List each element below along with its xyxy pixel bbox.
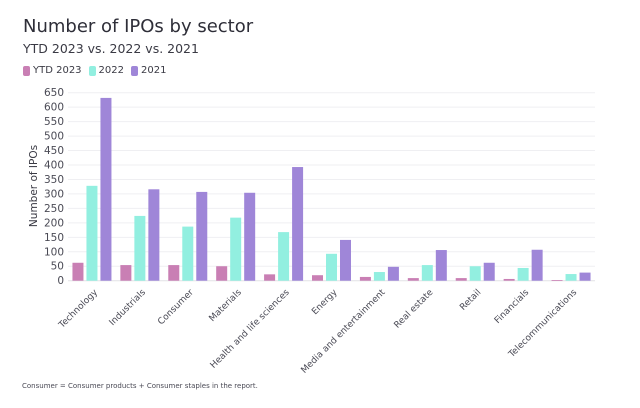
- bar-ytd-2023-consumer[interactable]: [168, 265, 180, 281]
- bar-2022-materials[interactable]: [230, 217, 242, 281]
- bar-ytd-2023-energy[interactable]: [312, 275, 323, 281]
- bar-2022-financials[interactable]: [517, 267, 529, 281]
- gridlines: [68, 92, 595, 282]
- bar-2021-technology[interactable]: [100, 97, 112, 281]
- legend-swatch-ytd2023: [23, 65, 30, 76]
- legend-item-ytd2023[interactable]: YTD 2023: [23, 65, 82, 76]
- y-tick-label: 400: [44, 160, 64, 172]
- bar-2022-health-and-life-sciences[interactable]: [278, 232, 290, 281]
- bar-2022-energy[interactable]: [326, 253, 337, 281]
- bar-ytd-2023-technology[interactable]: [72, 262, 84, 281]
- bar-2021-materials[interactable]: [244, 192, 256, 281]
- bar-2021-media-and-entertainment[interactable]: [387, 266, 399, 281]
- bar-ytd-2023-industrials[interactable]: [120, 265, 132, 281]
- bar-ytd-2023-health-and-life-sciences[interactable]: [264, 274, 276, 281]
- bar-ytd-2023-media-and-entertainment[interactable]: [359, 276, 371, 281]
- x-tick-label: Media and entertainment: [300, 287, 388, 375]
- x-tick-label: Financials: [493, 288, 531, 326]
- chart-subtitle: YTD 2023 vs. 2022 vs. 2021: [23, 41, 199, 56]
- y-tick-label: 50: [51, 261, 64, 273]
- x-tick-label: Materials: [208, 288, 244, 324]
- bar-2021-energy[interactable]: [340, 239, 351, 281]
- bar-2021-telecommunications[interactable]: [579, 272, 591, 281]
- bar-2022-retail[interactable]: [469, 266, 481, 281]
- y-tick-label: 650: [44, 87, 64, 99]
- y-axis-ticks: 0 50 100 150 200 250 300 350 400 450 500 550 600 650: [44, 87, 64, 287]
- x-tick-label: Real estate: [393, 287, 436, 330]
- y-tick-label: 200: [44, 217, 64, 229]
- legend-label-ytd2023: YTD 2023: [33, 65, 82, 76]
- chart-title: Number of IPOs by sector: [23, 16, 254, 37]
- y-tick-label: 550: [44, 116, 64, 128]
- x-tick-label: Retail: [458, 288, 483, 313]
- legend-swatch-2022: [88, 65, 96, 76]
- legend-label-2022: 2022: [98, 65, 124, 76]
- bar-ytd-2023-telecommunications[interactable]: [551, 280, 563, 281]
- bar-ytd-2023-financials[interactable]: [503, 278, 515, 281]
- bar-ytd-2023-real-estate[interactable]: [407, 278, 419, 281]
- x-axis-ticks: Technology Industrials Consumer MaterialsHe…: [57, 287, 580, 375]
- bar-2022-real-estate[interactable]: [421, 265, 433, 281]
- bar-2022-technology[interactable]: [86, 185, 98, 281]
- y-tick-label: 300: [44, 188, 64, 200]
- legend-label-2021: 2021: [141, 65, 167, 76]
- bar-2022-telecommunications[interactable]: [565, 274, 577, 281]
- y-tick-label: 100: [44, 246, 64, 258]
- y-axis-label: Number of IPOs: [28, 145, 40, 227]
- y-tick-label: 0: [57, 275, 64, 287]
- bar-2022-media-and-entertainment[interactable]: [373, 272, 385, 281]
- footnote: Consumer = Consumer products + Consumer …: [22, 382, 258, 390]
- x-tick-label: Industrials: [108, 288, 148, 328]
- bar-2021-consumer[interactable]: [196, 191, 208, 281]
- y-tick-label: 600: [44, 102, 64, 114]
- bar-ytd-2023-retail[interactable]: [455, 278, 467, 281]
- y-tick-label: 500: [44, 131, 64, 143]
- x-tick-label: Consumer: [156, 288, 196, 328]
- y-tick-label: 350: [44, 174, 64, 186]
- y-tick-label: 150: [44, 232, 64, 244]
- legend-swatch-2021: [131, 65, 138, 76]
- legend: YTD 2023 2022 2021: [23, 65, 173, 76]
- x-tick-label: Technology: [57, 287, 101, 331]
- x-tick-label: Energy: [310, 287, 340, 317]
- bar-2021-health-and-life-sciences[interactable]: [292, 167, 304, 281]
- legend-item-2022[interactable]: 2022: [88, 65, 124, 76]
- bar-2021-retail[interactable]: [483, 262, 495, 281]
- y-tick-label: 250: [44, 203, 64, 215]
- y-tick-label: 450: [44, 145, 64, 157]
- bar-2021-financials[interactable]: [531, 249, 543, 281]
- bar-2021-industrials[interactable]: [148, 189, 160, 281]
- bar-2022-industrials[interactable]: [134, 215, 146, 281]
- bar-2022-consumer[interactable]: [182, 226, 194, 281]
- legend-item-2021[interactable]: 2021: [131, 65, 166, 76]
- bars: [72, 97, 591, 281]
- bar-2021-real-estate[interactable]: [435, 250, 447, 281]
- bar-ytd-2023-materials[interactable]: [216, 266, 228, 281]
- x-tick-label: Health and life sciences: [209, 288, 292, 371]
